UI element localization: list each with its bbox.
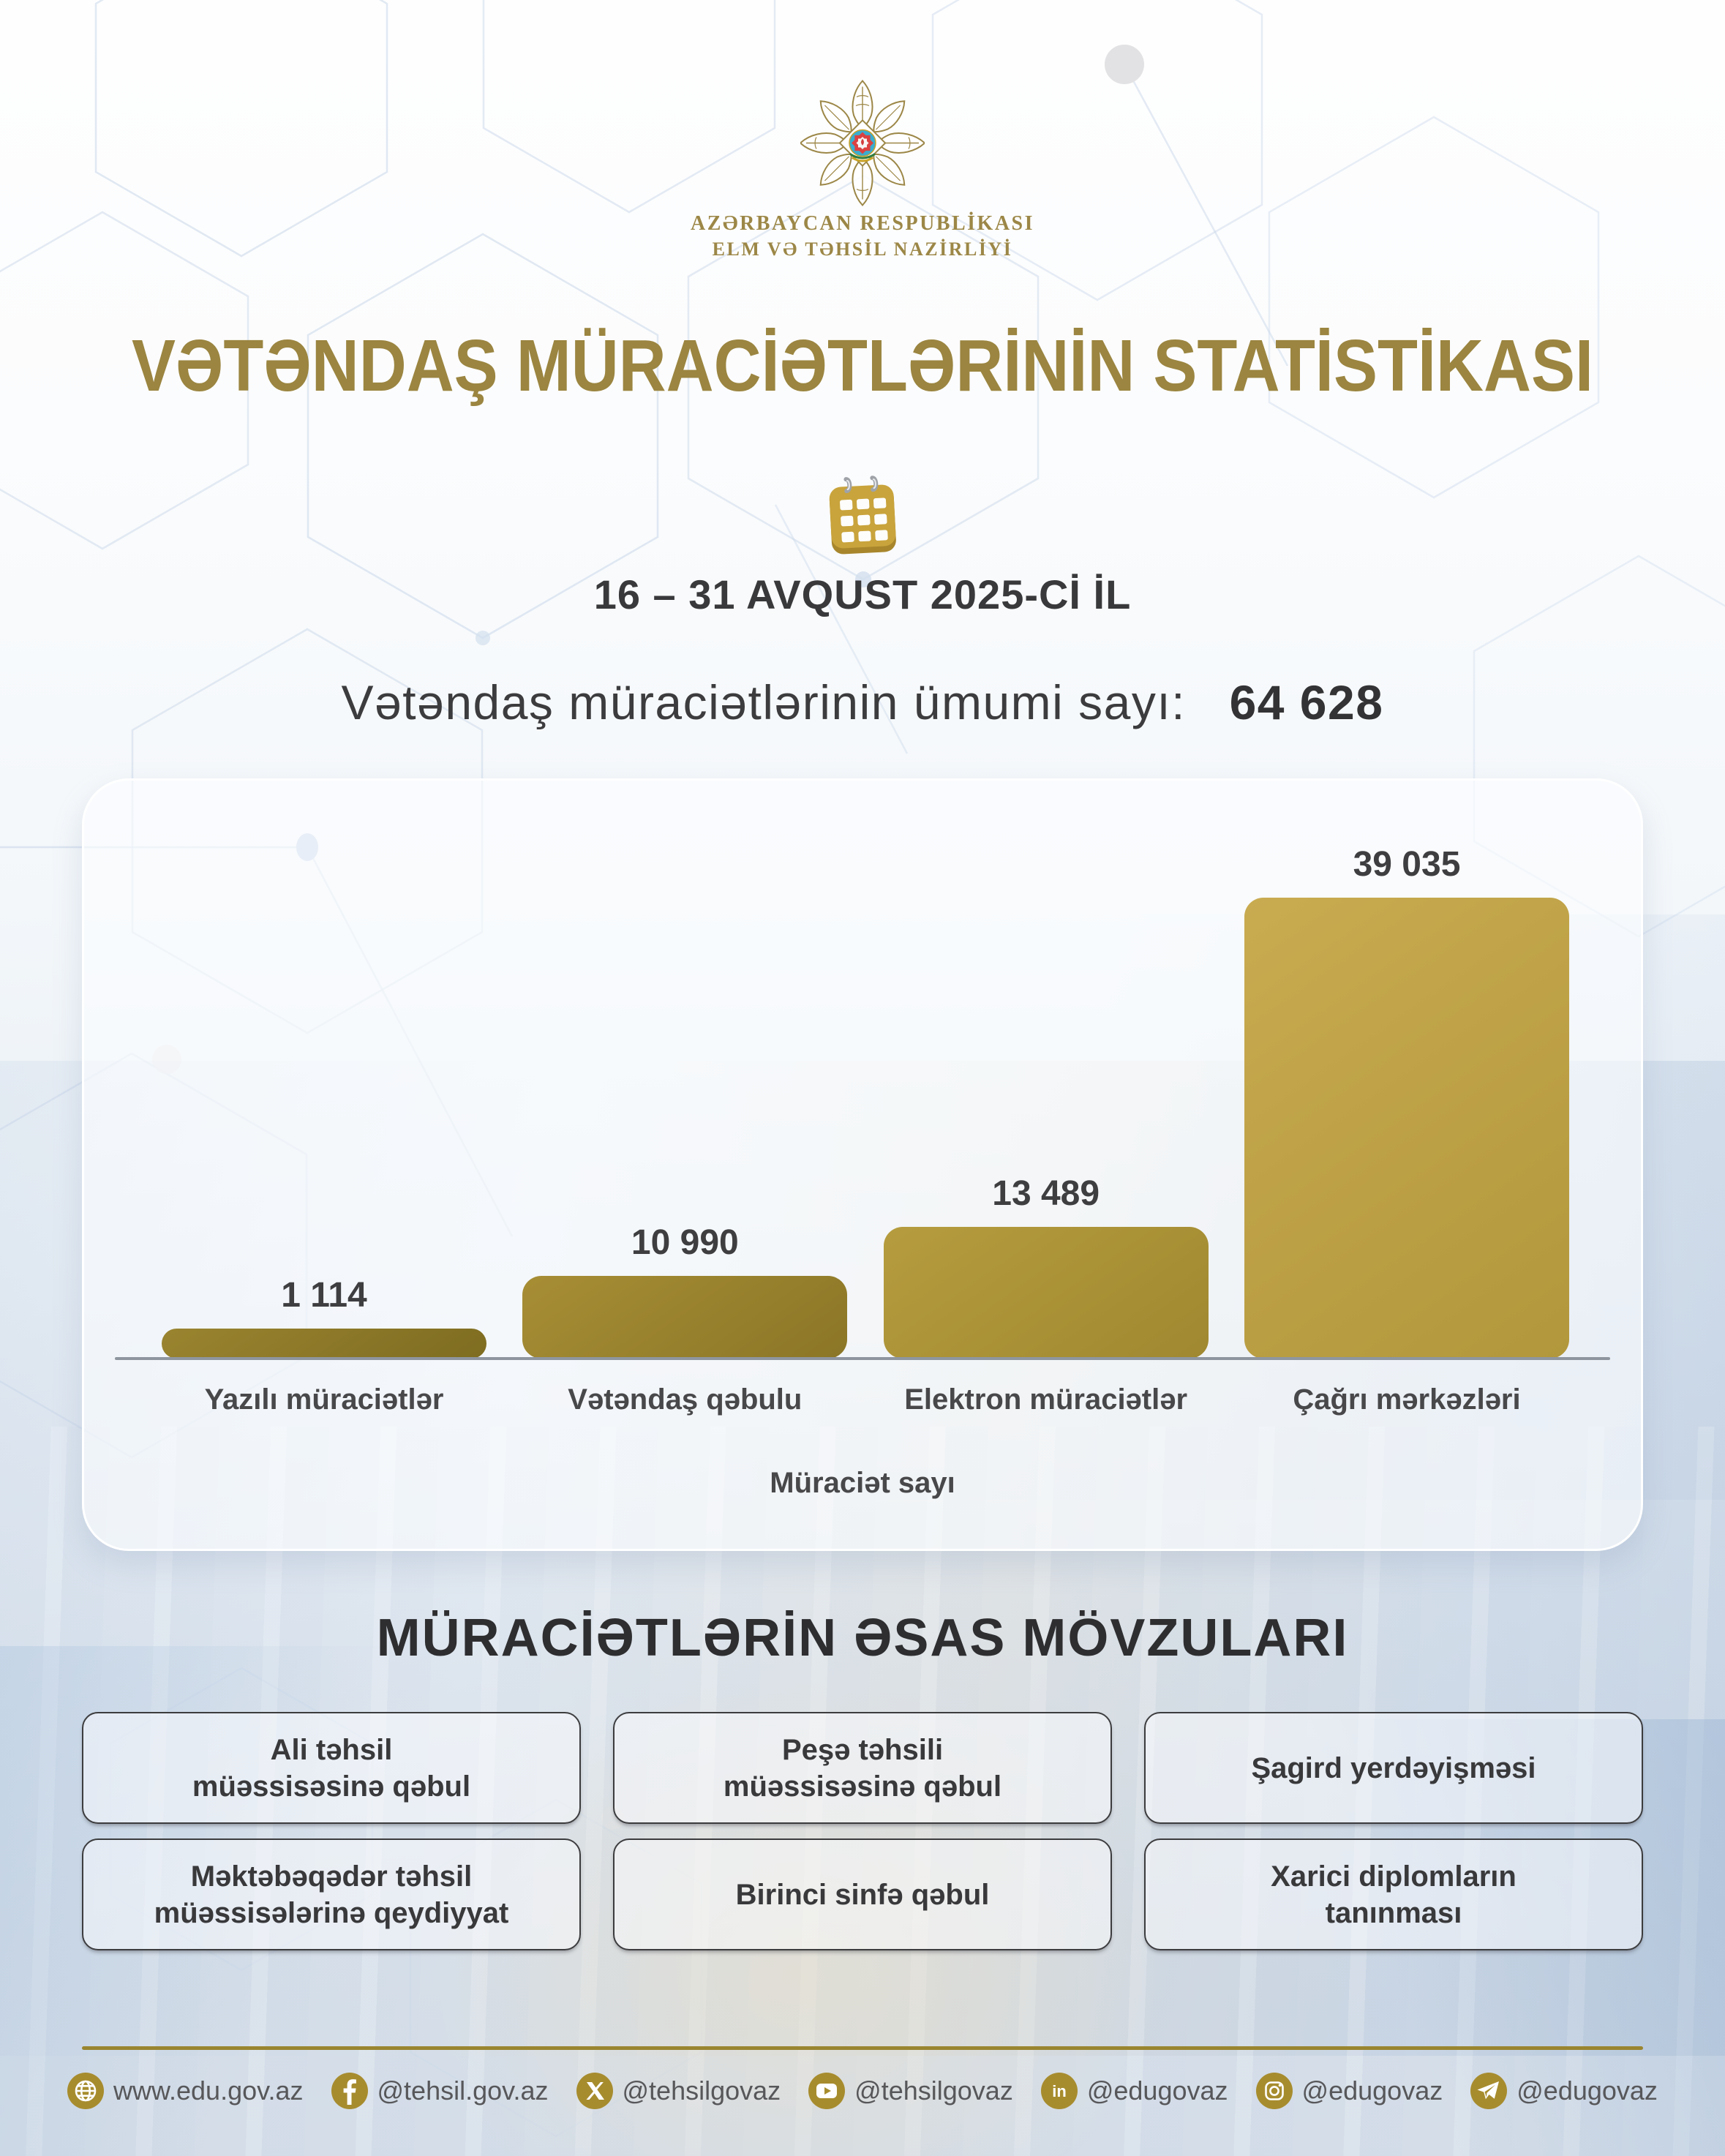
topic-text-line: Peşə təhsili bbox=[781, 1733, 944, 1766]
topic-text-line: Məktəbəqədər təhsil bbox=[190, 1860, 473, 1893]
ministry-emblem-logo bbox=[800, 80, 925, 206]
footer-item-website: www.edu.gov.az bbox=[67, 2073, 303, 2109]
topic-text-line: Ali təhsil bbox=[270, 1733, 393, 1766]
x-twitter-icon bbox=[576, 2073, 613, 2109]
bar-chart: 1 114 10 990 13 489 39 035 bbox=[162, 781, 1569, 1359]
bar-chart-card: 1 114 10 990 13 489 39 035 Yazılı müraci… bbox=[82, 778, 1643, 1551]
footer-item-facebook: @tehsil.gov.az bbox=[331, 2073, 549, 2109]
bar-value-label: 1 114 bbox=[281, 1276, 367, 1315]
calendar-icon bbox=[829, 476, 896, 555]
bar-value-label: 10 990 bbox=[631, 1223, 739, 1262]
total-appeals-value: 64 628 bbox=[1229, 675, 1384, 729]
footer-label-website: www.edu.gov.az bbox=[113, 2076, 304, 2106]
instagram-icon bbox=[1255, 2073, 1293, 2109]
topic-box-pese-tehsili: Peşə təhsili müəssisəsinə qəbul bbox=[613, 1712, 1112, 1824]
telegram-icon bbox=[1470, 2073, 1508, 2109]
topic-text-line: Şagird yerdəyişməsi bbox=[1251, 1751, 1536, 1784]
footer-item-youtube: @tehsilgovaz bbox=[808, 2073, 1013, 2109]
footer-label-linkedin: @edugovaz bbox=[1086, 2076, 1228, 2106]
topic-text-line: müəssisələrinə qeydiyyat bbox=[154, 1896, 509, 1929]
globe-icon bbox=[67, 2073, 104, 2109]
bar-column-cagri: 39 035 bbox=[1244, 844, 1569, 1359]
bar-elektron-muracietler bbox=[883, 1227, 1209, 1359]
footer-label-facebook: @tehsil.gov.az bbox=[377, 2076, 549, 2106]
total-appeals-line: Vətəndaş müraciətlərinin ümumi sayı: 64 … bbox=[0, 675, 1725, 730]
svg-text:in: in bbox=[1052, 2082, 1067, 2100]
category-label: Vətəndaş qəbulu bbox=[568, 1383, 803, 1416]
bar-column-qebulu: 10 990 bbox=[522, 1222, 848, 1359]
footer-label-instagram: @edugovaz bbox=[1301, 2076, 1443, 2106]
footer-label-x: @tehsilgovaz bbox=[622, 2076, 781, 2106]
bar-value-label: 13 489 bbox=[992, 1174, 1100, 1213]
x-axis-title: Müraciət sayı bbox=[770, 1467, 955, 1499]
report-period: 16 – 31 AVQUST 2025-Cİ İL bbox=[593, 571, 1132, 617]
bar-value-label: 39 035 bbox=[1353, 845, 1461, 884]
topic-text-line: Xarici diplomların bbox=[1271, 1860, 1517, 1893]
footer-label-youtube: @tehsilgovaz bbox=[854, 2076, 1013, 2106]
category-labels-row: Yazılı müraciətlər Vətəndaş qəbulu Elekt… bbox=[162, 1383, 1569, 1416]
total-appeals-label: Vətəndaş müraciətlərinin ümumi sayı: bbox=[341, 675, 1187, 729]
topic-text-line: müəssisəsinə qəbul bbox=[192, 1770, 471, 1803]
topic-text-line: Birinci sinfə qəbul bbox=[735, 1878, 990, 1911]
linkedin-icon: in bbox=[1040, 2073, 1078, 2109]
topic-text-line: müəssisəsinə qəbul bbox=[723, 1770, 1002, 1803]
footer-divider bbox=[82, 2046, 1643, 2050]
ministry-name-line2: ELM VƏ TƏHSİL NAZİRLİYİ bbox=[712, 238, 1013, 260]
topic-text-line: tanınması bbox=[1325, 1896, 1462, 1929]
bar-yazili-muracietler bbox=[162, 1329, 486, 1359]
bar-cagri-merkezleri bbox=[1244, 898, 1569, 1359]
bar-column-elektron: 13 489 bbox=[883, 1173, 1209, 1359]
footer-label-telegram: @edugovaz bbox=[1517, 2076, 1658, 2106]
category-label: Çağrı mərkəzləri bbox=[1293, 1383, 1521, 1416]
category-label: Elektron müraciətlər bbox=[904, 1383, 1188, 1416]
ministry-name-line1: AZƏRBAYCAN RESPUBLİKASI bbox=[690, 212, 1035, 235]
footer-item-telegram: @edugovaz bbox=[1470, 2073, 1658, 2109]
topic-box-xarici-diplomlar: Xarici diplomların tanınması bbox=[1144, 1838, 1643, 1950]
facebook-icon bbox=[331, 2073, 368, 2109]
topic-box-birinci-sinfe: Birinci sinfə qəbul bbox=[613, 1838, 1112, 1950]
footer-item-x: @tehsilgovaz bbox=[576, 2073, 781, 2109]
footer-item-instagram: @edugovaz bbox=[1255, 2073, 1443, 2109]
topics-grid: Ali təhsil müəssisəsinə qəbul Peşə təhsi… bbox=[82, 1712, 1643, 1950]
youtube-icon bbox=[808, 2073, 846, 2109]
topic-box-sagird-yerdeyismesi: Şagird yerdəyişməsi bbox=[1144, 1712, 1643, 1824]
category-label: Yazılı müraciətlər bbox=[204, 1383, 444, 1416]
topics-section-title: MÜRACİƏTLƏRİN ƏSAS MÖVZULARI bbox=[376, 1609, 1349, 1667]
footer-social-bar: www.edu.gov.az @tehsil.gov.az @tehsilgov… bbox=[67, 2070, 1658, 2111]
page-title: VƏTƏNDAŞ MÜRACİƏTLƏRİNİN STATİSTİKASI bbox=[0, 322, 1725, 410]
topic-box-mektebeqeder: Məktəbəqədər təhsil müəssisələrinə qeydi… bbox=[82, 1838, 581, 1950]
footer-item-linkedin: in @edugovaz bbox=[1040, 2073, 1228, 2109]
x-axis-baseline bbox=[115, 1357, 1610, 1360]
page-title-text: VƏTƏNDAŞ MÜRACİƏTLƏRİNİN STATİSTİKASI bbox=[131, 325, 1593, 407]
bar-vetendas-qebulu bbox=[522, 1276, 848, 1359]
topic-box-ali-tehsil: Ali təhsil müəssisəsinə qəbul bbox=[82, 1712, 581, 1824]
bar-column-yazili: 1 114 bbox=[162, 1275, 486, 1359]
